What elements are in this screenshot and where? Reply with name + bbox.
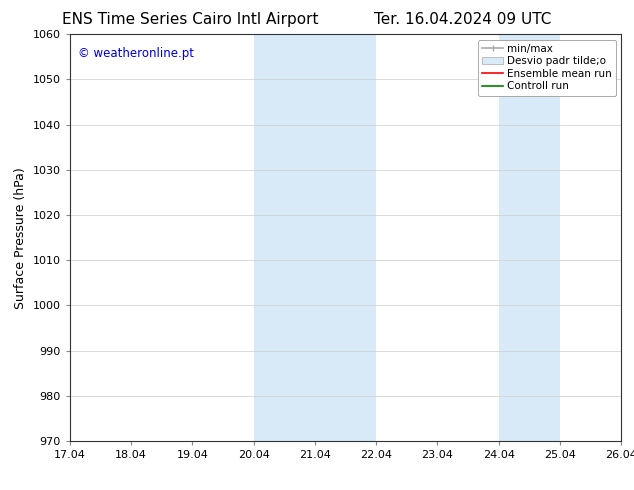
Bar [499,34,560,441]
Text: © weatheronline.pt: © weatheronline.pt [78,47,194,59]
Y-axis label: Surface Pressure (hPa): Surface Pressure (hPa) [14,167,27,309]
Bar [254,34,376,441]
Text: Ter. 16.04.2024 09 UTC: Ter. 16.04.2024 09 UTC [374,12,552,27]
Text: ENS Time Series Cairo Intl Airport: ENS Time Series Cairo Intl Airport [62,12,318,27]
Legend: min/max, Desvio padr tilde;o, Ensemble mean run, Controll run: min/max, Desvio padr tilde;o, Ensemble m… [478,40,616,96]
